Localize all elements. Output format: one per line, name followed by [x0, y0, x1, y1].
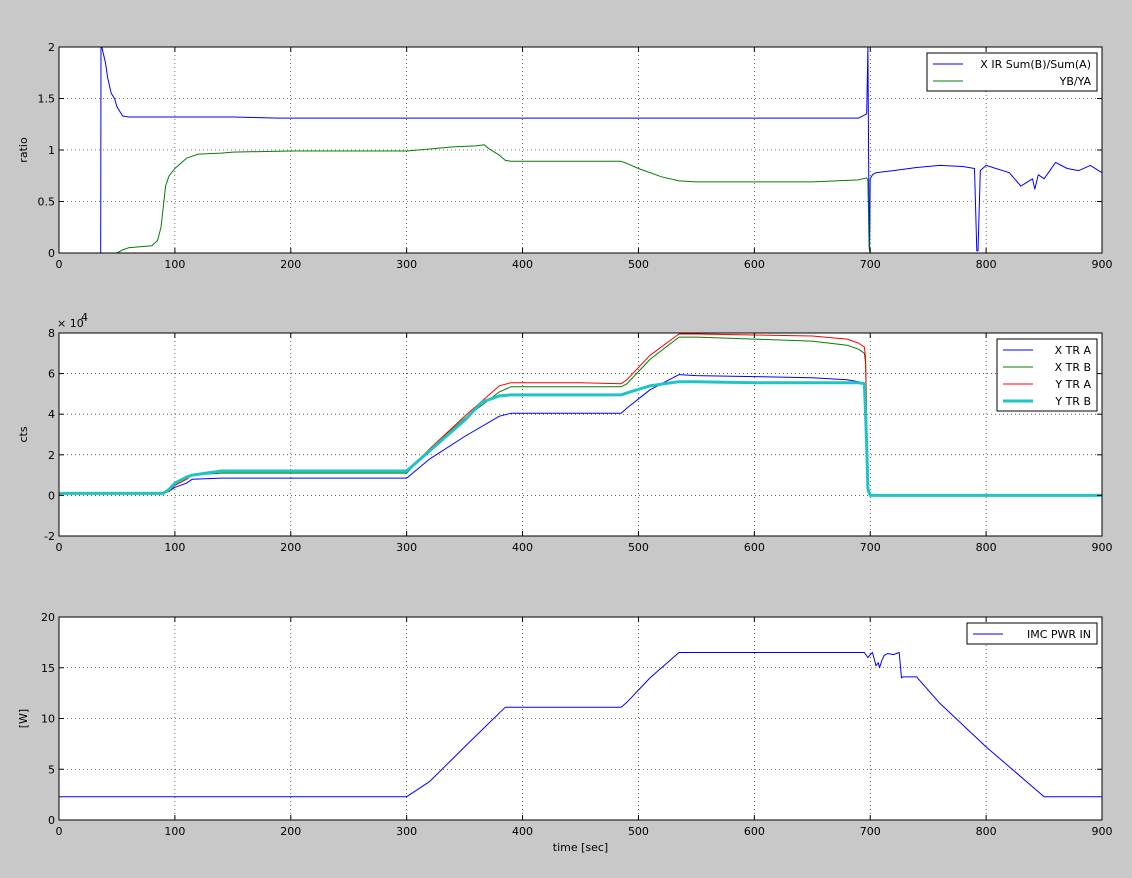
- plot-area: [59, 617, 1102, 820]
- chart-3: 0 100 200 300 400 500 600 700 800 900 0 5 10 15 20 [W] t…: [17, 611, 1113, 854]
- x-tick-label: 500: [628, 825, 649, 838]
- x-tick-label: 200: [280, 541, 301, 554]
- x-tick-label: 0: [56, 825, 63, 838]
- y-tick-label: 6: [48, 368, 55, 381]
- x-tick-label: 300: [396, 825, 417, 838]
- y-tick-label: 0.5: [38, 196, 56, 209]
- legend-label-1: X IR Sum(B)/Sum(A): [980, 58, 1091, 71]
- legend-label-3: Y TR A: [1054, 378, 1091, 391]
- y-tick-label: 2: [48, 41, 55, 54]
- legend-box: [966, 622, 1098, 645]
- y-axis-label: cts: [17, 426, 30, 442]
- series-line-1: [59, 47, 1102, 253]
- y-multiplier-exponent: 4: [81, 311, 88, 324]
- legend: X TR A X TR B Y TR A Y TR B: [996, 338, 1098, 412]
- legend-label-1: X TR A: [1055, 344, 1092, 357]
- legend-label-2: YB/YA: [1059, 75, 1092, 88]
- y-tick-label: -2: [44, 530, 55, 543]
- y-tick-label: 4: [48, 408, 55, 421]
- x-tick-label: 700: [860, 541, 881, 554]
- legend: IMC PWR IN: [966, 622, 1098, 645]
- y-axis-label: ratio: [17, 137, 30, 163]
- x-tick-label: 500: [628, 541, 649, 554]
- legend-label-4: Y TR B: [1054, 395, 1091, 408]
- x-tick-label: 200: [280, 825, 301, 838]
- axes-layer: 0 100 200 300 400 500 600 700 800 90000.511.52rat…: [17, 41, 1113, 854]
- series-line-2: [59, 144, 1102, 253]
- y-tick-label: 1.5: [38, 93, 56, 106]
- series-line-4: [59, 380, 1102, 497]
- x-tick-label: 0: [56, 258, 63, 271]
- x-tick-label: 400: [512, 258, 533, 271]
- y-tick-label: 10: [41, 713, 55, 726]
- x-tick-label: 800: [976, 258, 997, 271]
- series-line-1: [59, 652, 1102, 798]
- x-tick-label: 400: [512, 825, 533, 838]
- x-tick-label: 700: [860, 825, 881, 838]
- x-tick-label: 100: [164, 825, 185, 838]
- y-tick-label: 8: [48, 327, 55, 340]
- y-tick-label: 2: [48, 449, 55, 462]
- y-tick-label: 0: [48, 489, 55, 502]
- legend: X IR Sum(B)/Sum(A) YB/YA: [926, 52, 1098, 92]
- y-tick-label: 20: [41, 611, 55, 624]
- x-tick-label: 600: [744, 825, 765, 838]
- x-tick-label: 0: [56, 541, 63, 554]
- y-tick-label: 5: [48, 763, 55, 776]
- legend-box: [926, 52, 1098, 92]
- x-tick-label: 600: [744, 258, 765, 271]
- y-tick-label: 15: [41, 662, 55, 675]
- x-tick-label: 600: [744, 541, 765, 554]
- y-tick-label: 0: [48, 814, 55, 827]
- x-tick-label: 300: [396, 258, 417, 271]
- x-tick-label: 800: [976, 825, 997, 838]
- y-tick-label: 0: [48, 247, 55, 260]
- axes-frame: [58, 332, 1103, 537]
- y-tick-label: 1: [48, 144, 55, 157]
- x-tick-label: 800: [976, 541, 997, 554]
- x-tick-label: 900: [1092, 541, 1113, 554]
- x-tick-label: 100: [164, 258, 185, 271]
- x-tick-label: 900: [1092, 258, 1113, 271]
- legend-box: [996, 338, 1098, 412]
- x-tick-label: 900: [1092, 825, 1113, 838]
- x-tick-label: 400: [512, 541, 533, 554]
- y-multiplier: × 10: [57, 317, 84, 330]
- plot-area: [59, 333, 1102, 536]
- x-tick-label: 200: [280, 258, 301, 271]
- x-tick-label: 300: [396, 541, 417, 554]
- x-tick-label: 500: [628, 258, 649, 271]
- x-tick-label: 100: [164, 541, 185, 554]
- legend-label-1: IMC PWR IN: [1027, 628, 1091, 641]
- y-axis-label: [W]: [17, 709, 30, 728]
- x-axis-label: time [sec]: [553, 841, 608, 854]
- legend-label-2: X TR B: [1055, 361, 1091, 374]
- chart-1: 0 100 200 300 400 500 600 700 800 900 0 0.5 1 1.5 2 rat…: [17, 41, 1113, 271]
- x-tick-label: 700: [860, 258, 881, 271]
